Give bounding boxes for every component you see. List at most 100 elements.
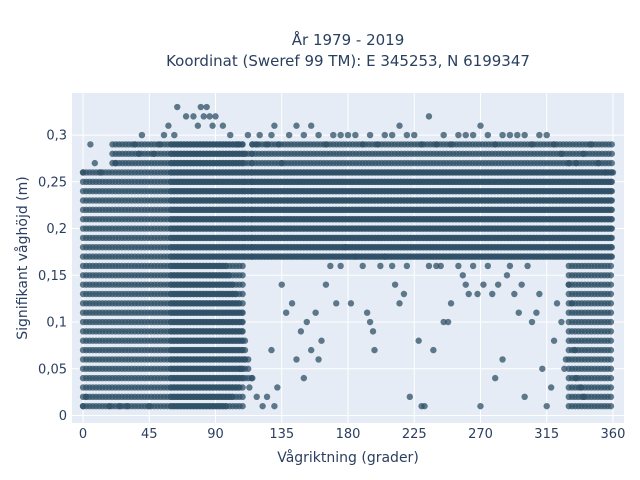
data-point: [82, 393, 90, 401]
data-point: [209, 122, 216, 129]
data-point: [248, 197, 255, 204]
data-point: [79, 169, 87, 176]
data-point: [248, 225, 255, 232]
data-point: [227, 131, 234, 139]
data-point: [106, 402, 113, 410]
data-point: [608, 244, 615, 251]
data-point: [190, 113, 197, 120]
data-point: [112, 159, 119, 167]
data-point: [607, 328, 615, 335]
data-point: [607, 300, 615, 307]
data-point: [228, 393, 236, 401]
data-point: [228, 281, 236, 288]
data-point: [256, 131, 263, 139]
data-point: [608, 150, 615, 157]
data-point: [241, 346, 249, 354]
data-point: [97, 169, 104, 176]
data-point: [608, 234, 615, 242]
data-point: [608, 197, 615, 204]
data-point: [308, 122, 315, 129]
data-point: [608, 187, 615, 195]
data-point: [607, 262, 615, 270]
data-point: [607, 356, 615, 363]
data-point: [315, 131, 322, 139]
data-point: [235, 300, 242, 307]
data-point: [607, 384, 615, 391]
data-point: [165, 122, 172, 129]
data-point: [239, 393, 246, 401]
data-point: [607, 290, 615, 298]
data-point: [238, 328, 245, 335]
data-point: [322, 141, 330, 148]
data-point: [608, 178, 615, 186]
data-point: [248, 187, 255, 195]
data-point: [238, 309, 245, 316]
data-point: [160, 131, 168, 139]
data-point: [219, 122, 227, 129]
data-point: [197, 103, 204, 111]
data-point: [174, 103, 181, 111]
data-point: [239, 402, 246, 410]
data-point: [206, 113, 213, 120]
data-point: [263, 141, 271, 148]
data-point: [293, 122, 300, 129]
data-point: [271, 122, 278, 129]
data-point: [239, 262, 246, 270]
data-point: [607, 318, 615, 326]
data-point: [300, 131, 308, 139]
data-point: [182, 113, 190, 120]
data-bands: [79, 141, 615, 410]
data-point: [607, 337, 615, 344]
data-point: [116, 402, 124, 410]
data-point: [278, 159, 285, 167]
data-point: [200, 113, 207, 120]
data-point: [235, 384, 242, 391]
data-point: [607, 374, 615, 382]
data-point: [238, 318, 245, 326]
data-point: [248, 234, 255, 242]
data-point: [124, 402, 131, 410]
data-point: [239, 290, 246, 298]
data-point: [239, 281, 246, 288]
data-point: [87, 141, 94, 148]
data-point: [248, 206, 255, 214]
data-point: [232, 290, 239, 298]
data-point: [607, 281, 615, 288]
data-point: [248, 150, 255, 157]
data-point: [135, 150, 143, 157]
data-point: [244, 365, 252, 372]
data-point: [608, 159, 615, 167]
data-point: [79, 402, 87, 410]
data-point: [608, 206, 615, 214]
data-point: [222, 402, 229, 410]
data-point: [248, 169, 255, 176]
data-point: [608, 225, 615, 232]
data-point: [225, 272, 232, 279]
data-point: [248, 159, 255, 167]
data-point: [222, 262, 229, 270]
data-point: [138, 131, 146, 139]
data-point: [241, 337, 249, 344]
data-point: [212, 113, 219, 120]
data-point: [203, 103, 210, 111]
data-point: [607, 272, 615, 279]
data-point: [156, 141, 163, 148]
data-point: [241, 150, 249, 157]
data-point: [253, 141, 260, 148]
data-point: [268, 131, 275, 139]
data-point: [248, 253, 255, 260]
data-point: [607, 365, 615, 372]
data-point: [131, 141, 138, 148]
data-point: [244, 131, 252, 139]
data-point: [608, 216, 615, 223]
data-point: [239, 272, 246, 279]
data-point: [150, 150, 157, 157]
data-point: [248, 178, 255, 186]
data-point: [607, 346, 615, 354]
data-point: [607, 309, 615, 316]
data-point: [607, 402, 615, 410]
data-point: [608, 141, 615, 148]
data-point: [194, 122, 202, 129]
data-point: [248, 244, 255, 251]
